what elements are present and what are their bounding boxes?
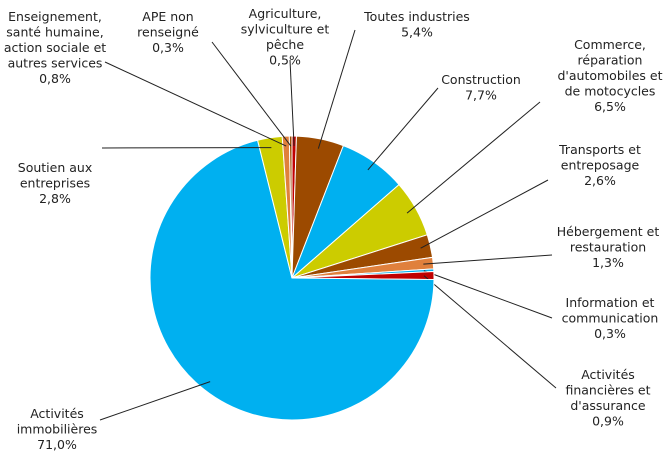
value-label: 71,0% [37,437,77,452]
leader-line [100,382,210,420]
label-line: renseigné [137,24,199,39]
label-line: action sociale et [4,40,106,55]
label-line: sylviculture et [241,21,330,36]
value-label: 0,3% [594,326,626,341]
label-line: financières et [565,382,650,397]
label-line: Activités [581,367,635,382]
label-line: Agriculture, [249,6,322,21]
label-line: Soutien aux [18,160,92,175]
leader-line [318,30,355,149]
label-line: réparation [578,52,643,67]
value-label: 5,4% [401,24,433,39]
leader-line [368,88,438,170]
label-line: d'automobiles et [558,68,663,83]
leader-line [421,180,548,248]
leader-line [407,102,540,213]
label-line: Construction [441,72,521,87]
label-line: pêche [266,37,304,52]
label-line: Hébergement et [557,224,660,239]
value-label: 1,3% [592,255,624,270]
value-label: 7,7% [465,87,497,102]
leader-line [424,276,556,388]
leader-line [290,60,294,146]
label-line: restauration [570,239,646,254]
value-label: 0,8% [39,71,71,86]
value-label: 0,9% [592,413,624,428]
label-line: de motocycles [565,83,656,98]
leader-line [423,255,552,264]
value-label: 0,3% [152,40,184,55]
label-line: Information et [566,295,655,310]
label-line: d'assurance [570,398,646,413]
label-line: entreposage [561,157,640,172]
value-label: 2,6% [584,173,616,188]
value-label: 2,8% [39,191,71,206]
label-line: Activités [30,406,84,421]
value-label: 6,5% [594,99,626,114]
label-line: Enseignement, [8,9,102,24]
label-line: immobilières [17,421,98,436]
label-line: communication [562,310,659,325]
label-line: Commerce, [574,37,646,52]
leader-line [424,271,552,318]
label-line: entreprises [20,175,90,190]
label-line: APE non [142,9,193,24]
label-line: santé humaine, [6,24,103,39]
value-label: 0,5% [269,52,301,67]
data-label: Enseignement,santé humaine,action social… [4,9,106,86]
label-line: Transports et [558,142,641,157]
label-line: Toutes industries [363,9,470,24]
label-line: autres services [8,55,103,70]
